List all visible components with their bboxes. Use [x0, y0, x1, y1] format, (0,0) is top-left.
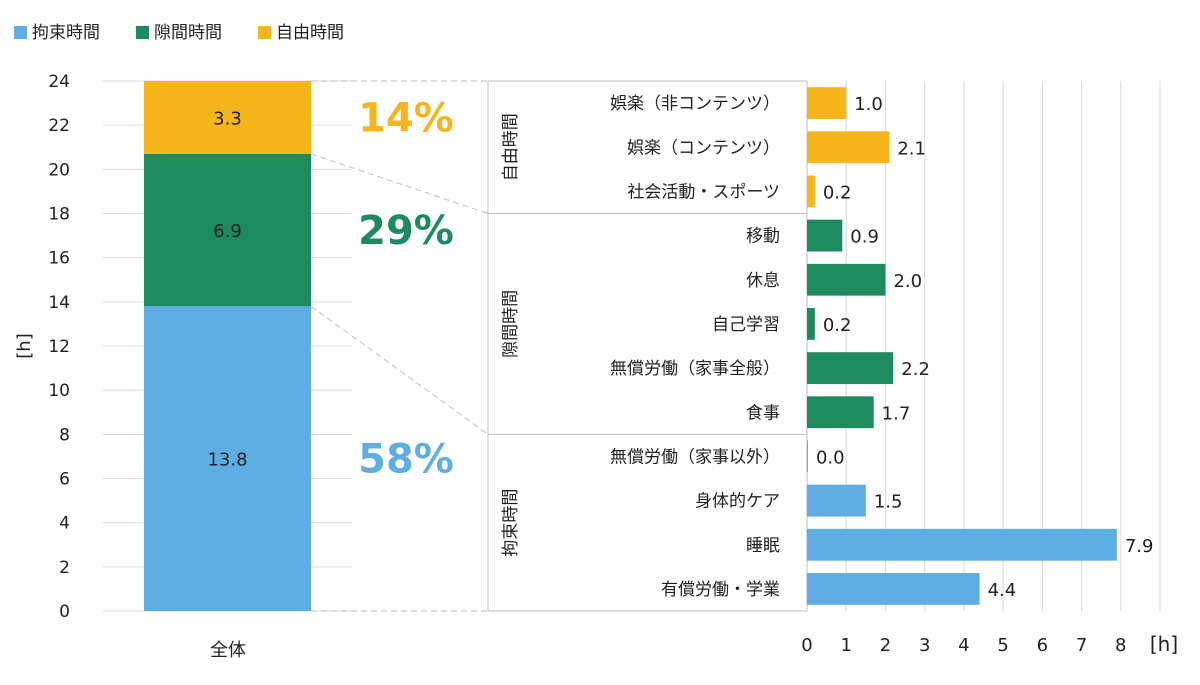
connector-line	[310, 153, 489, 215]
hbar-gap	[807, 219, 843, 252]
y-axis-label: [h]	[14, 333, 35, 358]
connector-line	[310, 305, 489, 435]
hbar-category-label: 移動	[746, 227, 780, 247]
x-tick-label: 1	[840, 635, 851, 656]
y-tick-label: 8	[59, 425, 70, 445]
hbar-free	[807, 87, 847, 119]
x-axis-label: [h]	[1150, 632, 1178, 656]
y-tick-label: 2	[59, 558, 70, 578]
x-tick-label: 0	[801, 635, 812, 656]
stack-value-label: 3.3	[213, 108, 242, 129]
hbar-value-label: 0.2	[823, 182, 852, 203]
hbar-category-label: 無償労働（家事以外）	[610, 447, 780, 467]
x-tick-label: 5	[997, 635, 1008, 656]
x-tick-label: 3	[919, 635, 930, 656]
hbar-category-label: 有償労働・学業	[661, 580, 780, 600]
hbar-free	[807, 131, 890, 164]
x-tick-label: 2	[880, 635, 891, 656]
hbar-value-label: 0.9	[850, 227, 879, 248]
hbar-category-label: 休息	[746, 271, 780, 291]
hbar-free	[807, 175, 815, 208]
stack-value-label: 6.9	[213, 221, 242, 242]
y-tick-label: 18	[48, 205, 70, 225]
y-tick-label: 24	[48, 72, 70, 92]
hbar-category-label: 睡眠	[746, 536, 780, 556]
y-tick-label: 6	[59, 470, 70, 490]
y-tick-label: 20	[48, 160, 70, 180]
hbar-value-label: 2.1	[897, 138, 926, 159]
stack-segment-constrained	[144, 306, 311, 611]
stack-value-label: 13.8	[207, 450, 247, 471]
hbar-value-label: 1.5	[874, 492, 903, 513]
legend-label-constrained: 拘束時間	[32, 23, 100, 43]
x-tick-label: 6	[1037, 635, 1048, 656]
legend-swatch-gap	[136, 26, 149, 39]
hbar-value-label: 1.0	[854, 94, 883, 115]
hbar-category-label: 無償労働（家事全般）	[610, 359, 780, 379]
y-tick-label: 22	[48, 116, 70, 136]
hbar-gap	[807, 352, 894, 384]
hbar-value-label: 0.0	[816, 447, 845, 468]
group-label-free: 自由時間	[501, 113, 521, 181]
hbar-value-label: 4.4	[988, 580, 1017, 601]
stack-segment-gap	[144, 153, 311, 307]
legend-label-gap: 隙間時間	[154, 23, 222, 43]
hbar-value-label: 1.7	[882, 403, 911, 424]
x-tick-label: 7	[1076, 635, 1087, 656]
legend-swatch-free	[258, 26, 271, 39]
y-tick-label: 10	[48, 381, 70, 401]
stack-segment-free	[144, 81, 311, 154]
hbar-value-label: 7.9	[1125, 536, 1154, 557]
hbar-category-label: 食事	[746, 403, 780, 423]
hbar-value-label: 0.2	[823, 315, 852, 336]
y-tick-label: 4	[59, 514, 70, 534]
legend: 拘束時間 隙間時間 自由時間	[14, 23, 344, 43]
hbar-category-label: 娯楽（コンテンツ）	[627, 138, 780, 158]
hbar-constrained	[807, 440, 808, 473]
legend-label-free: 自由時間	[276, 23, 344, 43]
share-label-free: 14%	[358, 95, 454, 141]
hbar-constrained	[807, 484, 866, 517]
hbar-constrained	[807, 573, 980, 605]
x-tick-label: 8	[1115, 635, 1126, 656]
hbar-category-label: 社会活動・スポーツ	[627, 182, 780, 202]
hbar-value-label: 2.2	[901, 359, 930, 380]
y-tick-label: 0	[59, 602, 70, 622]
horizontal-bar-chart: 1.0 娯楽（非コンテンツ） 2.1 娯楽（コンテンツ） 0.2 社会活動・スポーツ 自由時…	[487, 80, 1154, 612]
group-label-gap: 隙間時間	[501, 290, 521, 358]
zoom-connector-lines	[310, 80, 489, 612]
x-category-label: 全体	[210, 640, 246, 661]
y-tick-label: 14	[48, 293, 70, 313]
y-tick-label: 12	[48, 337, 70, 357]
hbar-category-label: 娯楽（非コンテンツ）	[610, 94, 780, 114]
hbar-value-label: 2.0	[893, 271, 922, 292]
share-label-constrained: 58%	[358, 437, 454, 483]
x-tick-label: 4	[958, 635, 969, 656]
hbar-gap	[807, 308, 815, 340]
legend-swatch-constrained	[14, 26, 27, 39]
y-tick-label: 16	[48, 249, 70, 269]
hbar-constrained	[807, 528, 1117, 561]
group-label-constrained: 拘束時間	[501, 489, 521, 557]
hbar-gap	[807, 396, 874, 429]
hbar-gap	[807, 263, 886, 296]
horizontal-chart-grid: 0 1 2 3 4 5 6 7 8 [h]	[801, 81, 1178, 656]
stacked-bar-chart: 13.8 6.9 3.3 58% 29% 14%	[144, 81, 454, 611]
hbar-category-label: 自己学習	[712, 315, 780, 335]
share-label-gap: 29%	[358, 208, 454, 254]
hbar-category-label: 身体的ケア	[695, 492, 780, 512]
